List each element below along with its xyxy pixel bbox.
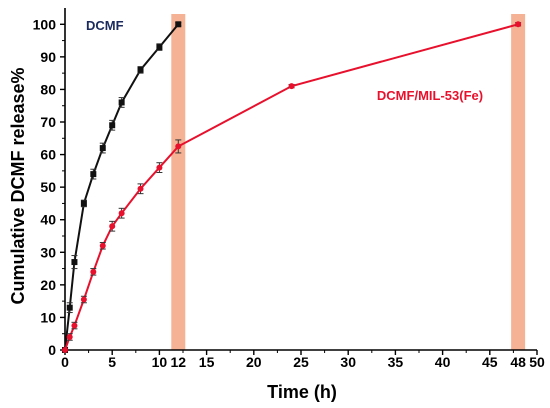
series-label: DCMF/MIL-53(Fe): [377, 88, 483, 103]
data-point: [288, 83, 295, 90]
data-point: [90, 171, 97, 178]
axes: 0 5 10 15 20 25 30 35 40 45 50 0 10 20 30 40 50 60 70 80 90 1…: [33, 8, 545, 370]
y-tick-label: 80: [40, 81, 56, 97]
data-point: [118, 210, 125, 217]
y-tick-label: 60: [40, 147, 56, 163]
highlight-bands: [171, 14, 526, 350]
data-point: [156, 164, 163, 171]
data-point: [80, 296, 87, 303]
data-point: [109, 223, 116, 230]
data-point: [137, 66, 144, 73]
data-point: [66, 304, 73, 311]
highlight-band-label-12: 12: [170, 354, 186, 370]
data-point: [99, 145, 106, 152]
highlight-band-labels: 12 48: [170, 354, 526, 370]
y-tick-label: 50: [40, 179, 56, 195]
y-tick-label: 30: [40, 244, 56, 260]
x-tick-label: 40: [435, 354, 451, 370]
x-tick-label: 25: [293, 354, 309, 370]
x-tick-label: 50: [529, 354, 545, 370]
y-tick-label: 40: [40, 212, 56, 228]
data-point: [156, 44, 163, 51]
data-point: [515, 21, 522, 28]
y-tick-label: 10: [40, 309, 56, 325]
x-tick-label: 10: [152, 354, 168, 370]
y-tick-label: 100: [33, 16, 57, 32]
x-tick-label: 45: [482, 354, 498, 370]
x-tick-label: 35: [388, 354, 404, 370]
highlight-band-12: [171, 14, 186, 350]
data-point: [62, 347, 68, 353]
data-point: [175, 21, 182, 28]
data-point: [99, 242, 106, 249]
data-point: [109, 122, 116, 129]
series-label: DCMF: [86, 18, 124, 33]
x-tick-label: 5: [108, 354, 116, 370]
data-point: [80, 200, 87, 207]
y-axis-title: Cumulative DCMF release%: [8, 67, 28, 304]
data-point: [137, 185, 144, 192]
x-axis-title: Time (h): [267, 382, 337, 402]
x-tick-label: 20: [246, 354, 262, 370]
x-tick-label: 0: [61, 354, 69, 370]
x-tick-label: 15: [199, 354, 215, 370]
data-point: [71, 322, 78, 329]
data-point: [71, 259, 78, 266]
y-tick-label: 90: [40, 49, 56, 65]
series-layer: DCMF DCMF/MIL-53(Fe): [62, 18, 522, 353]
x-tick-label: 30: [340, 354, 356, 370]
y-tick-label: 70: [40, 114, 56, 130]
y-tick-label: 0: [48, 342, 56, 358]
data-point: [66, 333, 73, 340]
series-dcmf: DCMF: [62, 18, 182, 353]
data-point: [118, 99, 125, 106]
y-tick-label: 20: [40, 277, 56, 293]
series-dcmf-mil53fe: DCMF/MIL-53(Fe): [62, 21, 522, 353]
highlight-band-label-48: 48: [510, 354, 526, 370]
highlight-band-48: [511, 14, 526, 350]
series-line: [64, 23, 519, 351]
data-point: [90, 268, 97, 275]
data-point: [175, 143, 182, 150]
